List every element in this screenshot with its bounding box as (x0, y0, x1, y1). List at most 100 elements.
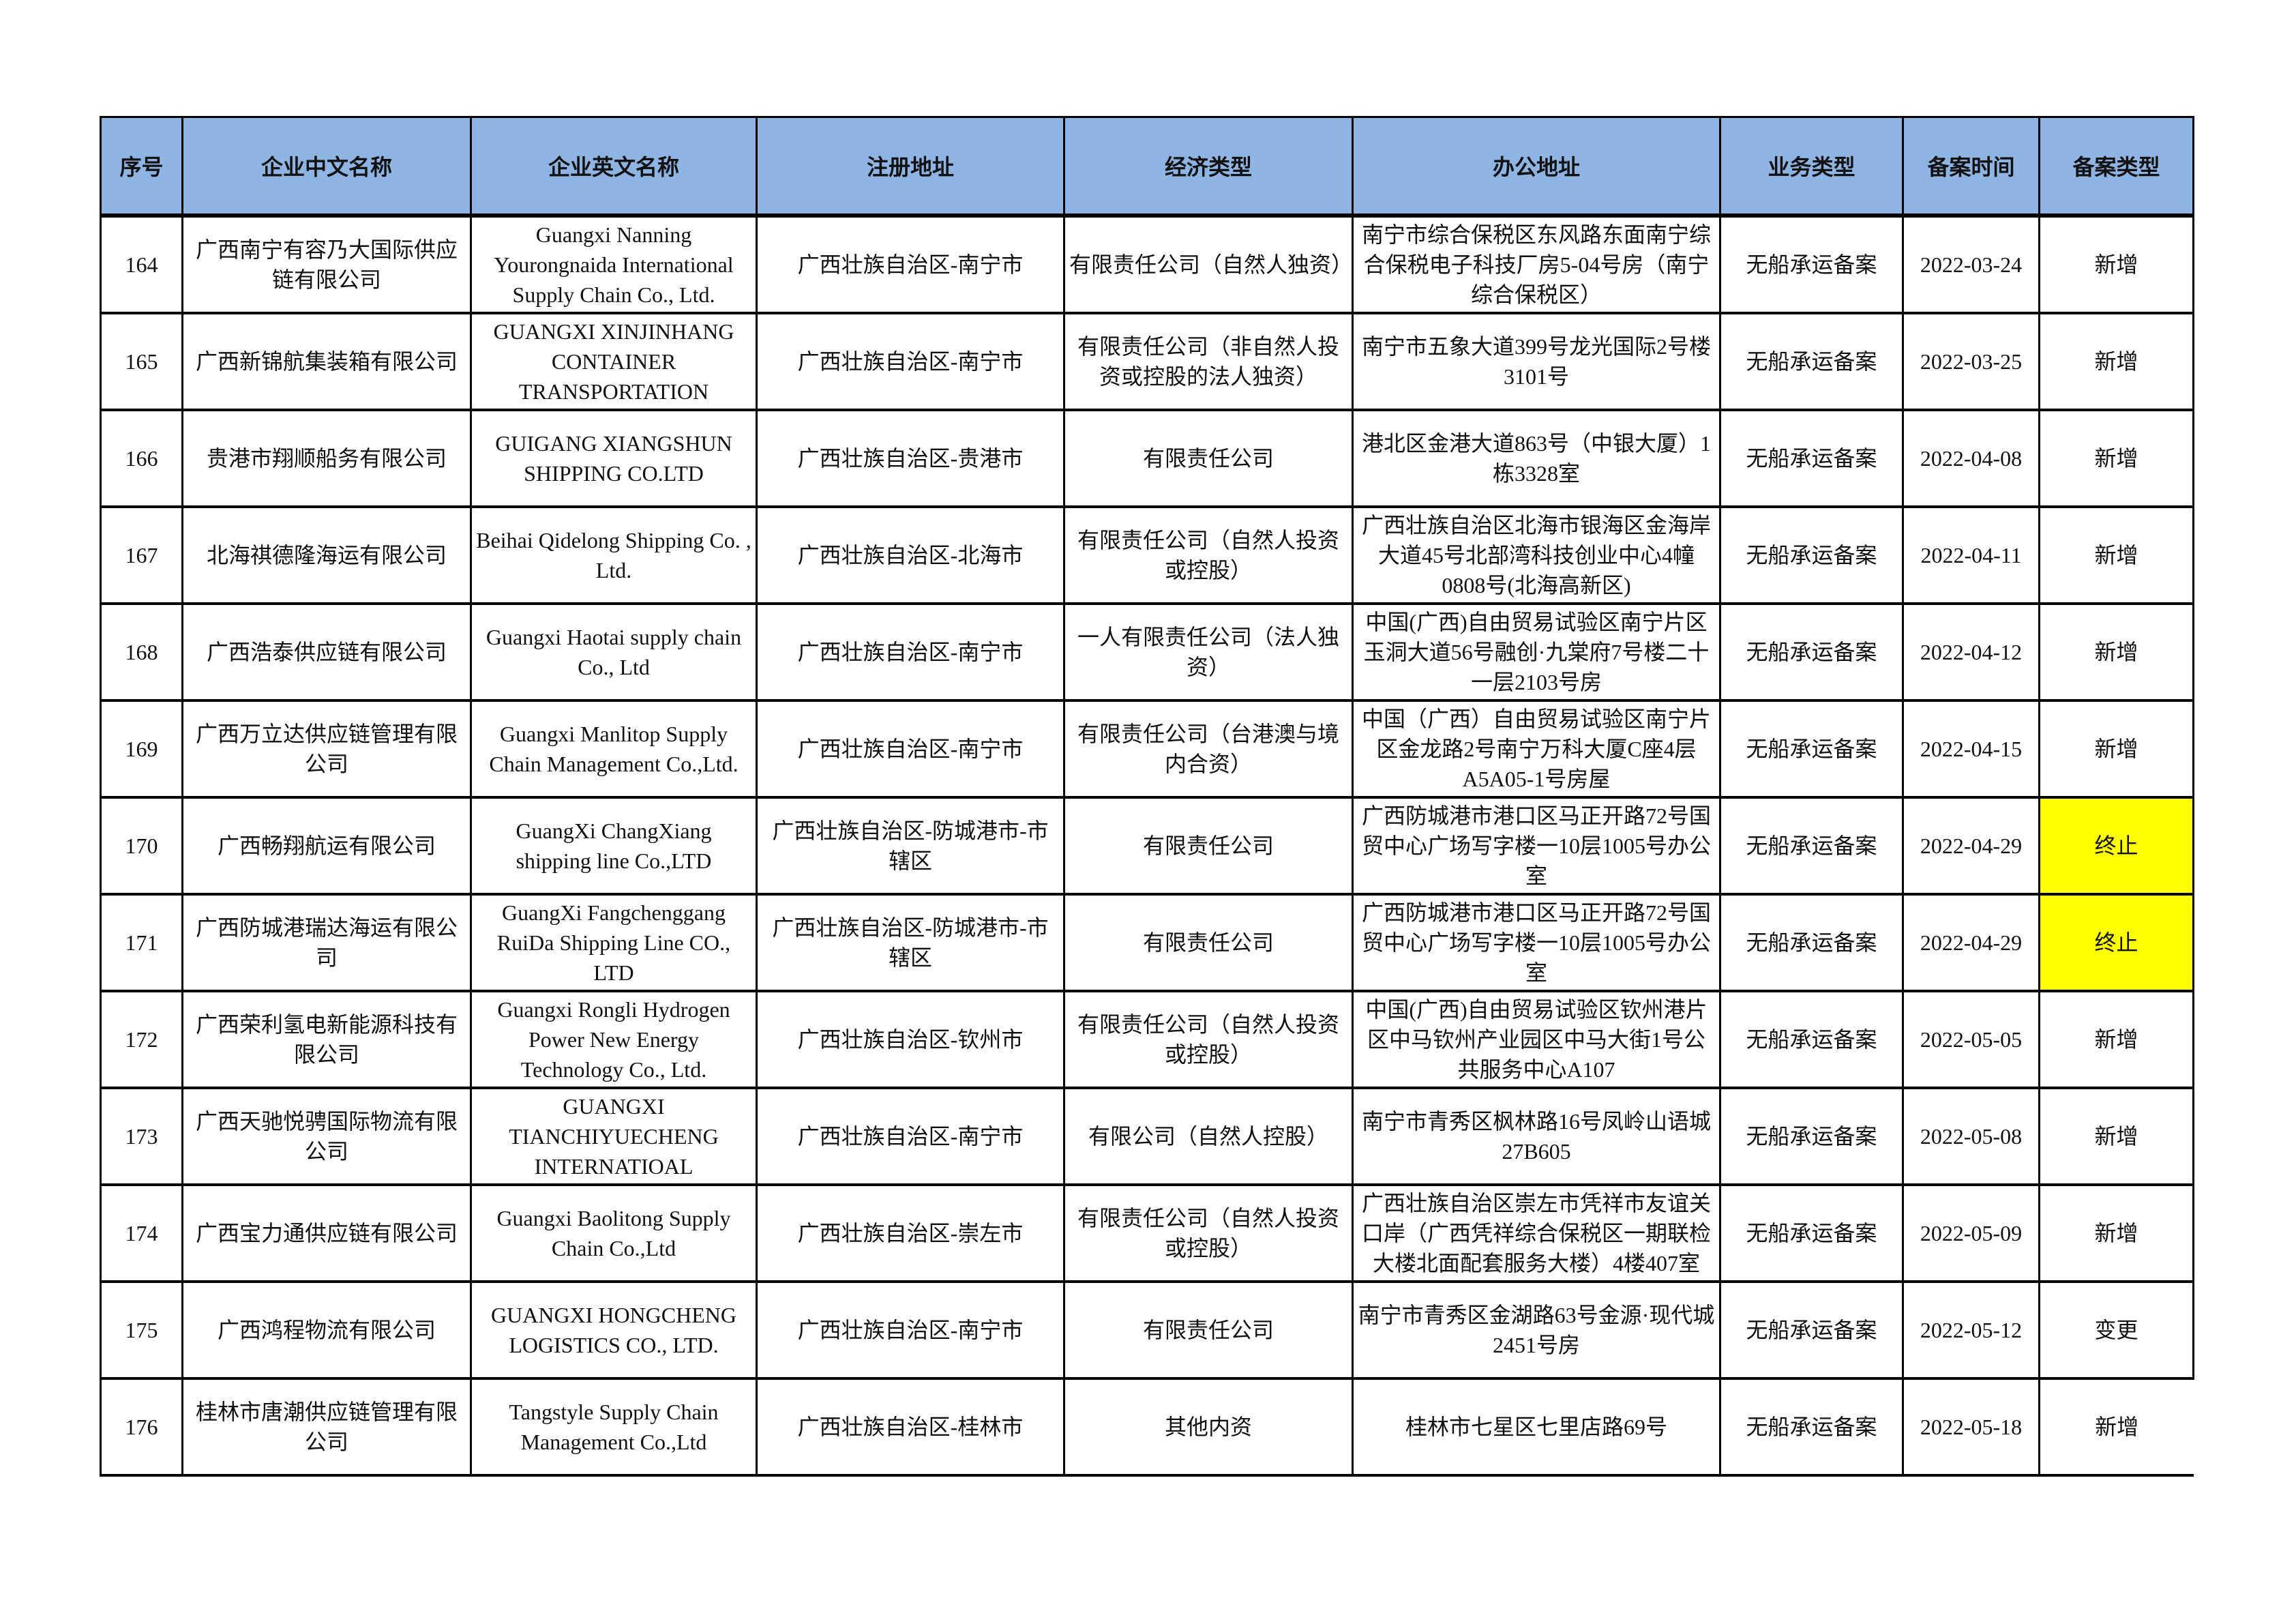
table-row: 165 广西新锦航集装箱有限公司 GUANGXI XINJINHANG CONTAI… (100, 312, 2194, 411)
en-name-text: Guangxi Baolitong Supply Chain Co.,Ltd (496, 1206, 731, 1260)
en-name-text: GUIGANG XIANGSHUN SHIPPING CO.LTD (495, 431, 732, 486)
filing-date-text: 2022-04-29 (1920, 833, 2023, 858)
cell-reg-address: 广西壮族自治区-防城港市-市辖区 (756, 796, 1065, 896)
cell-en-name: Guangxi Haotai supply chain Co., Ltd (470, 602, 758, 702)
filing-date-text: 2022-04-12 (1920, 640, 2023, 664)
cell-en-name: Beihai Qidelong Shipping Co. , Ltd. (470, 505, 758, 605)
cell-reg-address: 广西壮族自治区-南宁市 (756, 214, 1065, 314)
table-row: 170 广西畅翔航运有限公司 GuangXi ChangXiang shipping… (100, 796, 2194, 896)
cell-filing-type: 新增 (2038, 1087, 2194, 1186)
econ-type-text: 有限责任公司 (1142, 930, 1274, 955)
cell-office-address: 南宁市综合保税区东风路东面南宁综合保税电子科技厂房5-04号房（南宁综合保税区） (1352, 214, 1721, 314)
cell-filing-type: 终止 (2038, 893, 2194, 992)
cell-business-type: 无船承运备案 (1719, 312, 1904, 411)
business-type-text: 无船承运备案 (1746, 1415, 1877, 1439)
cell-office-address: 南宁市五象大道399号龙光国际2号楼3101号 (1352, 312, 1721, 411)
cell-filing-type: 新增 (2038, 214, 2194, 314)
econ-type-text: 其他内资 (1164, 1415, 1252, 1439)
econ-type-text: 有限责任公司（自然人投资或控股） (1077, 528, 1339, 582)
reg-address-text: 广西壮族自治区-南宁市 (797, 252, 1024, 277)
index-text: 169 (125, 737, 158, 761)
filing-type-text: 终止 (2094, 833, 2138, 858)
cell-econ-type: 有限责任公司 (1063, 1280, 1354, 1380)
cell-index: 175 (100, 1280, 183, 1380)
cell-office-address: 港北区金港大道863号（中银大厦）1栋3328室 (1352, 409, 1721, 508)
cell-office-address: 广西壮族自治区北海市银海区金海岸大道45号北部湾科技创业中心4幢0808号(北海… (1352, 505, 1721, 605)
header-reg-address: 注册地址 (756, 116, 1065, 217)
cell-cn-name: 广西新锦航集装箱有限公司 (181, 312, 472, 411)
en-name-text: Guangxi Nanning Yourongnaida Internation… (494, 222, 734, 307)
cell-econ-type: 有限责任公司（非自然人投资或控股的法人独资） (1063, 312, 1354, 411)
index-text: 164 (125, 252, 158, 277)
office-address-text: 南宁市青秀区枫林路16号凤岭山语城27B605 (1361, 1109, 1711, 1164)
filing-type-text: 新增 (2094, 349, 2138, 374)
cell-cn-name: 广西鸿程物流有限公司 (181, 1280, 472, 1380)
index-text: 172 (125, 1027, 158, 1052)
filing-date-text: 2022-05-18 (1920, 1415, 2023, 1439)
filing-type-text: 新增 (2095, 1415, 2139, 1439)
en-name-text: GuangXi Fangchenggang RuiDa Shipping Lin… (496, 900, 731, 985)
header-filing-date: 备案时间 (1902, 116, 2040, 217)
cell-cn-name: 桂林市唐潮供应链管理有限公司 (181, 1377, 472, 1477)
business-type-text: 无船承运备案 (1746, 833, 1877, 858)
cell-index: 167 (100, 505, 183, 605)
econ-type-text: 有限责任公司（台港澳与境内合资） (1077, 722, 1339, 776)
cell-filing-date: 2022-03-25 (1902, 312, 2040, 411)
filing-type-text: 新增 (2094, 1027, 2138, 1052)
cell-reg-address: 广西壮族自治区-桂林市 (756, 1377, 1065, 1477)
econ-type-text: 有限责任公司（自然人投资或控股） (1077, 1206, 1339, 1260)
office-address-text: 中国（广西）自由贸易试验区南宁片区金龙路2号南宁万科大厦C座4层A5A05-1号… (1361, 707, 1711, 791)
cn-name-text: 广西万立达供应链管理有限公司 (195, 722, 458, 776)
econ-type-text: 一人有限责任公司（法人独资） (1077, 625, 1339, 679)
cell-index: 170 (100, 796, 183, 896)
cell-econ-type: 其他内资 (1063, 1377, 1354, 1477)
reg-address-text: 广西壮族自治区-南宁市 (797, 1124, 1024, 1149)
cell-business-type: 无船承运备案 (1719, 893, 1904, 992)
office-address-text: 广西壮族自治区北海市银海区金海岸大道45号北部湾科技创业中心4幢0808号(北海… (1361, 513, 1711, 597)
cell-cn-name: 广西宝力通供应链有限公司 (181, 1183, 472, 1283)
cell-en-name: GUANGXI XINJINHANG CONTAINER TRANSPORTAT… (470, 312, 758, 411)
office-address-text: 南宁市青秀区金湖路63号金源·现代城2451号房 (1358, 1303, 1715, 1357)
filing-date-text: 2022-05-05 (1920, 1027, 2023, 1052)
cell-index: 173 (100, 1087, 183, 1186)
cell-cn-name: 贵港市翔顺船务有限公司 (181, 409, 472, 508)
econ-type-text: 有限责任公司（自然人投资或控股） (1077, 1012, 1339, 1067)
reg-address-text: 广西壮族自治区-桂林市 (797, 1415, 1024, 1439)
cell-filing-type: 变更 (2038, 1280, 2194, 1380)
office-address-text: 广西防城港市港口区马正开路72号国贸中心广场写字楼一10层1005号办公室 (1361, 803, 1711, 888)
header-en-name: 企业英文名称 (470, 116, 758, 217)
cell-filing-date: 2022-05-08 (1902, 1087, 2040, 1186)
cell-office-address: 中国(广西)自由贸易试验区钦州港片区中马钦州产业园区中马大街1号公共服务中心A1… (1352, 990, 1721, 1089)
header-econ-type: 经济类型 (1063, 116, 1354, 217)
cell-cn-name: 广西荣利氢电新能源科技有限公司 (181, 990, 472, 1089)
cell-filing-type: 新增 (2038, 602, 2194, 702)
cell-index: 174 (100, 1183, 183, 1283)
filing-date-text: 2022-05-12 (1920, 1318, 2023, 1342)
business-type-text: 无船承运备案 (1746, 1027, 1877, 1052)
filing-type-text: 新增 (2094, 543, 2138, 567)
cell-filing-type: 新增 (2038, 990, 2194, 1089)
index-text: 168 (125, 640, 158, 664)
reg-address-text: 广西壮族自治区-钦州市 (797, 1027, 1024, 1052)
econ-type-text: 有限公司（自然人控股） (1088, 1124, 1328, 1149)
index-text: 167 (125, 543, 158, 567)
cell-filing-date: 2022-04-29 (1902, 893, 2040, 992)
table-row: 172 广西荣利氢电新能源科技有限公司 Guangxi Rongli Hydroge… (100, 990, 2194, 1089)
cell-econ-type: 有限责任公司（自然人投资或控股） (1063, 1183, 1354, 1283)
cell-filing-date: 2022-05-18 (1902, 1377, 2040, 1477)
cell-business-type: 无船承运备案 (1719, 990, 1904, 1089)
cell-en-name: Guangxi Baolitong Supply Chain Co.,Ltd (470, 1183, 758, 1283)
cn-name-text: 广西新锦航集装箱有限公司 (195, 349, 458, 374)
cell-en-name: GuangXi ChangXiang shipping line Co.,LTD (470, 796, 758, 896)
cell-econ-type: 有限公司（自然人控股） (1063, 1087, 1354, 1186)
filing-type-text: 新增 (2094, 1124, 2138, 1149)
header-row: 序号 企业中文名称 企业英文名称 注册地址 经济类型 办公地址 业务类型 备案时… (100, 116, 2194, 217)
reg-address-text: 广西壮族自治区-南宁市 (797, 640, 1024, 664)
header-filing-type: 备案类型 (2038, 116, 2194, 217)
cell-filing-type: 新增 (2038, 699, 2194, 799)
table-row: 173 广西天驰悦骋国际物流有限公司 GUANGXI TIANCHIYUECHENG… (100, 1087, 2194, 1186)
cn-name-text: 贵港市翔顺船务有限公司 (206, 446, 447, 471)
index-text: 174 (125, 1221, 158, 1245)
cell-index: 172 (100, 990, 183, 1089)
cell-filing-type: 新增 (2038, 1183, 2194, 1283)
